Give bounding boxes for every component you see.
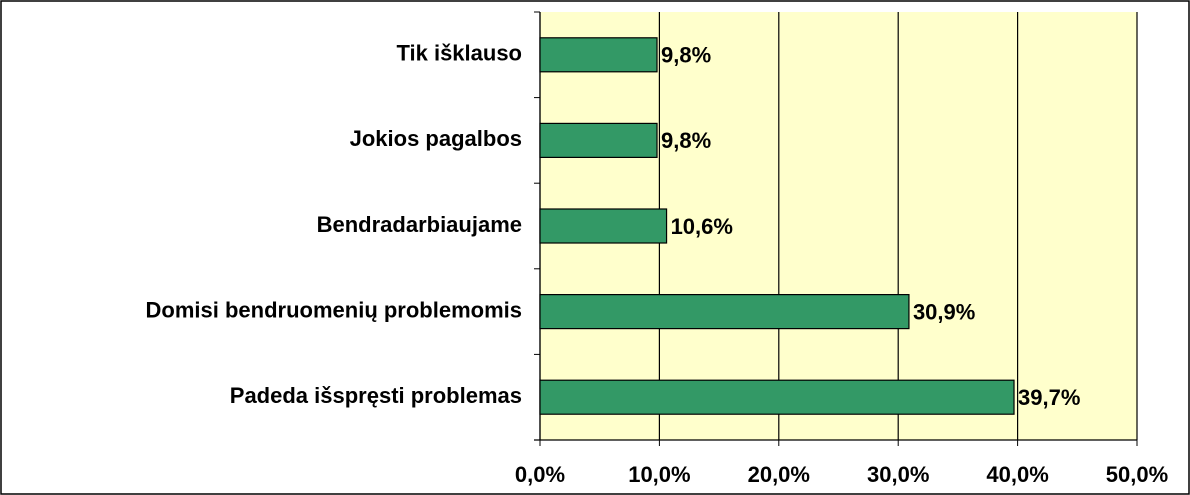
y-tick-label: Bendradarbiaujame [317,212,522,237]
value-label: 30,9% [913,299,975,324]
value-label: 9,8% [661,128,711,153]
bar [539,122,658,159]
x-tick-label: 30,0% [867,462,929,487]
y-tick-label: Jokios pagalbos [350,126,522,151]
y-tick-label: Padeda išspręsti problemas [230,383,522,408]
x-tick-label: 10,0% [628,462,690,487]
value-label: 9,8% [661,43,711,68]
x-tick-label: 0,0% [515,462,565,487]
bar [539,208,668,244]
x-tick-label: 40,0% [986,462,1048,487]
value-label: 10,6% [671,214,733,239]
bar [539,379,1015,415]
y-tick-label: Domisi bendruomenių problemomis [146,297,522,322]
y-tick-label: Tik išklauso [396,41,522,66]
bar [539,37,658,73]
x-tick-label: 50,0% [1106,462,1168,487]
bar [539,294,910,330]
value-label: 39,7% [1018,385,1080,410]
x-tick-label: 20,0% [748,462,810,487]
